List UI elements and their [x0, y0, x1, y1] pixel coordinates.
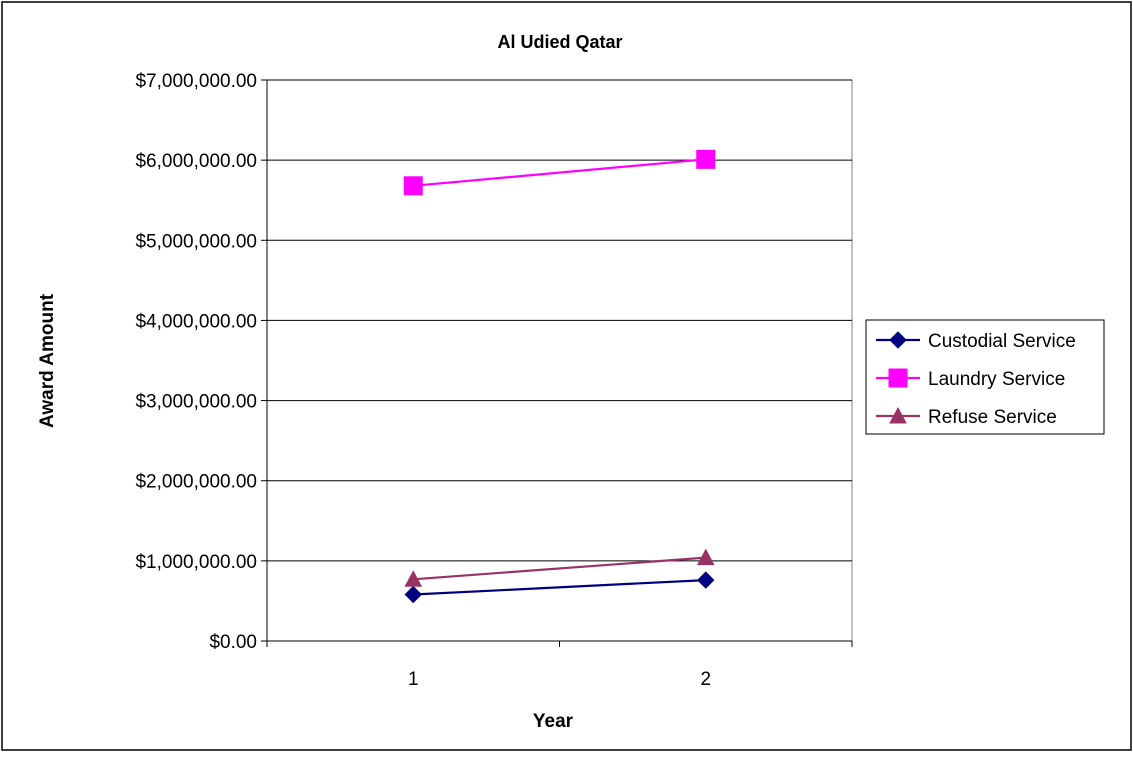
y-tick-label: $2,000,000.00 — [135, 472, 257, 493]
axes — [261, 79, 853, 647]
y-tick-labels: $0.00 $1,000,000.00 $2,000,000.00 $3,000,00… — [135, 71, 257, 653]
y-tick-label: $0.00 — [209, 632, 257, 653]
y-tick-label: $3,000,000.00 — [135, 392, 257, 413]
legend-item: Laundry Service — [876, 368, 1065, 390]
legend-item: Custodial Service — [876, 331, 1076, 352]
plot-area — [266, 79, 853, 642]
y-tick-label: $1,000,000.00 — [135, 552, 257, 573]
legend-marker — [889, 331, 907, 349]
gridlines — [267, 79, 852, 562]
y-tick-label: $7,000,000.00 — [135, 71, 257, 92]
data-point-laundry-service — [403, 176, 423, 196]
chart-title: Al Udied Qatar — [497, 32, 622, 52]
legend: Custodial Service Laundry Service Refuse S… — [865, 319, 1105, 435]
data-point-refuse-service — [404, 570, 423, 587]
legend-marker — [888, 368, 908, 388]
legend-marker — [889, 406, 907, 424]
data-point-custodial-service — [404, 585, 422, 604]
x-axis-title: Year — [533, 711, 574, 732]
series-lines — [403, 149, 716, 604]
legend-items: Custodial Service Laundry Service Refuse S… — [876, 331, 1076, 428]
series-line-refuse-service — [413, 556, 706, 581]
data-point-laundry-service — [696, 149, 716, 169]
data-point-custodial-service — [697, 571, 715, 589]
y-tick-label: $6,000,000.00 — [135, 151, 257, 172]
series-line-custodial-service — [413, 578, 706, 596]
data-point-refuse-service — [696, 548, 715, 566]
x-tick-label: 2 — [700, 669, 711, 690]
legend-item: Refuse Service — [876, 406, 1057, 428]
legend-label: Laundry Service — [928, 369, 1065, 390]
series-line-laundry-service — [413, 158, 706, 187]
y-tick-label: $4,000,000.00 — [135, 311, 257, 332]
y-axis-title: Award Amount — [37, 293, 58, 428]
legend-label: Custodial Service — [928, 331, 1076, 352]
legend-label: Refuse Service — [928, 407, 1057, 428]
y-tick-label: $5,000,000.00 — [135, 231, 257, 252]
x-tick-label: 1 — [408, 669, 419, 690]
